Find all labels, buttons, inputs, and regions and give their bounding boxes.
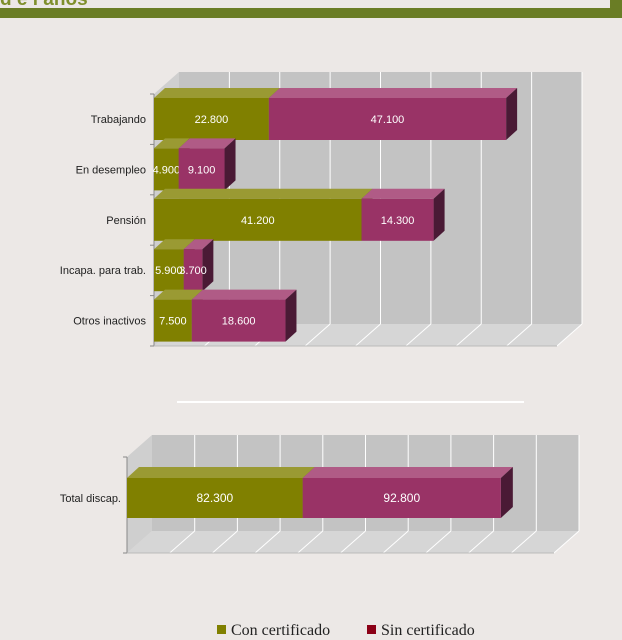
bar-side <box>285 289 297 342</box>
data-label: 18.600 <box>222 316 256 328</box>
bar-top <box>154 289 203 300</box>
page-title-fragment: d e l años <box>0 0 88 11</box>
category-label: Trabajando <box>91 114 146 126</box>
data-label: 82.300 <box>197 491 234 505</box>
data-label: 4.900 <box>153 164 181 176</box>
data-label: 3.700 <box>179 265 207 277</box>
chart1-floor-gridline-6 <box>455 323 482 347</box>
chart2-floor-gridline-3 <box>254 530 281 554</box>
category-label: En desempleo <box>76 164 146 176</box>
chart2-floor-gridline-7 <box>425 530 452 554</box>
bar-top <box>154 88 280 98</box>
bar-side <box>500 467 513 518</box>
bar-con-certificado <box>127 478 303 518</box>
chart2-floor-gridline-4 <box>297 530 324 554</box>
chart2-floor-gridline-9 <box>510 530 537 554</box>
bar-top <box>183 239 214 250</box>
bar-top <box>361 188 445 199</box>
chart1-floor-gridline-5 <box>405 323 432 347</box>
data-label: 9.100 <box>188 164 216 176</box>
bar-con-certificado <box>154 249 184 292</box>
chart2-floor-gridline-6 <box>382 530 409 554</box>
chart1-floor-gridline-3 <box>304 323 331 347</box>
bar-sin-certificado <box>178 148 225 191</box>
bar-top <box>268 88 518 98</box>
legend-item-con: Con certificado <box>217 622 330 640</box>
legend: Con certificado Sin certificado <box>0 622 622 639</box>
chart2-floor-gridline-2 <box>212 530 238 554</box>
legend-label-sin: Sin certificado <box>381 622 475 639</box>
chart-divider <box>177 401 524 403</box>
bar-con-certificado <box>154 198 362 241</box>
bar-top <box>178 138 236 149</box>
bar-top <box>127 467 315 478</box>
bar-top <box>154 239 195 250</box>
data-label: 5.900 <box>155 265 183 277</box>
bar-con-certificado <box>154 98 269 140</box>
legend-swatch-sin <box>367 625 376 634</box>
data-label: 14.300 <box>381 215 415 227</box>
legend-swatch-con <box>217 625 226 634</box>
data-label: 7.500 <box>159 316 187 328</box>
legend-item-sin: Sin certificado <box>367 622 475 640</box>
category-label: Pensión <box>106 215 146 227</box>
data-label: 41.200 <box>241 215 275 227</box>
chart1-floor-gridline-8 <box>556 323 583 347</box>
data-label: 92.800 <box>383 491 420 505</box>
bar-side <box>433 188 445 241</box>
category-label: Incapa. para trab. <box>60 265 146 277</box>
bar-side <box>202 239 214 292</box>
data-label: 47.100 <box>371 114 405 126</box>
bar-con-certificado <box>154 148 179 191</box>
category-label: Total discap. <box>60 493 121 505</box>
legend-label-con: Con certificado <box>231 622 331 639</box>
bar-top <box>191 289 297 300</box>
header-band: d e l años <box>0 0 622 18</box>
data-label: 22.800 <box>195 114 229 126</box>
bar-top <box>154 188 373 199</box>
bar-sin-certificado <box>183 249 203 292</box>
bar-con-certificado <box>154 299 192 342</box>
bar-top <box>154 138 190 149</box>
chart2-floor-gridline-5 <box>340 530 366 554</box>
category-label: Otros inactivos <box>73 316 146 328</box>
chart1-floor-gridline-7 <box>506 323 532 347</box>
header-band-inner: d e l años <box>0 0 610 11</box>
bar-sin-certificado <box>361 198 434 241</box>
chart2-floor-gridline-10 <box>553 530 580 554</box>
bar-top <box>302 467 513 478</box>
bar-side <box>224 138 236 191</box>
chart2-floor-gridline-8 <box>468 530 494 554</box>
bar-sin-certificado <box>268 98 507 140</box>
chart1-floor-gridline-4 <box>355 323 381 347</box>
bar-sin-certificado <box>302 478 501 518</box>
bar-side <box>506 88 518 140</box>
bar-sin-certificado <box>191 299 286 342</box>
chart2-floor-gridline-1 <box>169 530 196 554</box>
